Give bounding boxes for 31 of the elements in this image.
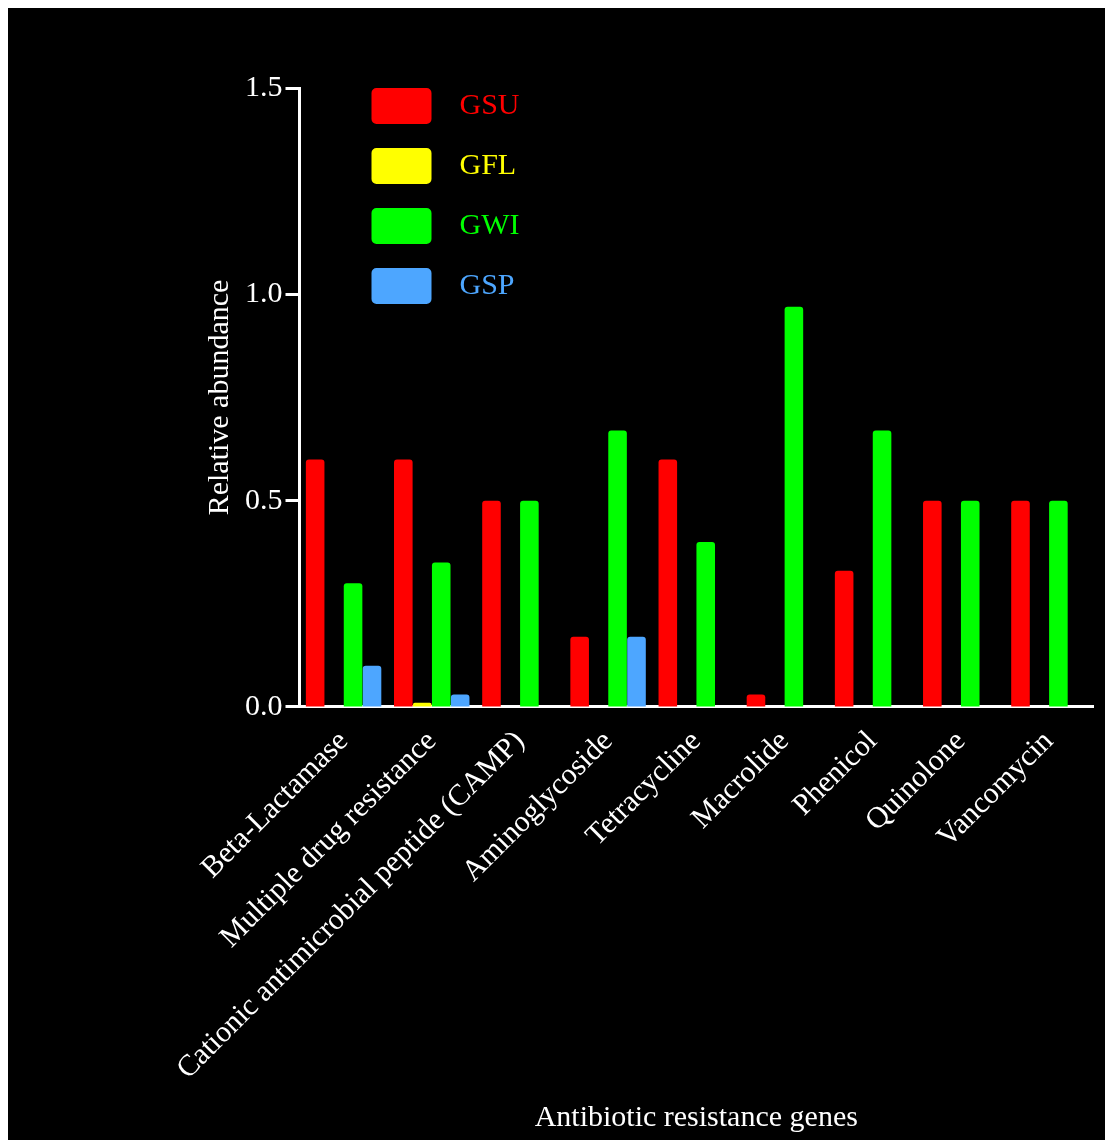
bar xyxy=(570,636,589,707)
bar xyxy=(482,500,501,707)
legend-label: GSU xyxy=(459,86,520,120)
legend-label: GWI xyxy=(459,206,520,240)
bar xyxy=(923,500,942,707)
bar xyxy=(343,583,363,707)
bar xyxy=(394,459,413,707)
bar xyxy=(431,562,451,707)
bar xyxy=(305,459,325,707)
bar xyxy=(520,500,539,707)
bar xyxy=(960,500,980,707)
bar xyxy=(627,636,646,707)
bar xyxy=(784,306,804,707)
bar xyxy=(1011,500,1030,707)
bar xyxy=(608,430,627,707)
bar xyxy=(362,665,382,707)
bar xyxy=(1049,500,1068,707)
y-axis-title: Relative abundance xyxy=(200,279,234,516)
legend-label: GSP xyxy=(459,266,515,300)
bar xyxy=(450,694,470,707)
y-tick-label: 0.0 xyxy=(245,687,283,721)
y-tick-label: 1.5 xyxy=(245,68,283,102)
bar xyxy=(696,541,716,707)
y-tick-label: 0.5 xyxy=(245,481,283,515)
bar xyxy=(872,430,892,707)
bar xyxy=(658,459,678,707)
bar xyxy=(746,694,766,707)
legend-label: GFL xyxy=(459,146,517,180)
y-tick-label: 1.0 xyxy=(245,275,283,309)
x-axis-title: Antibiotic resistance genes xyxy=(534,1098,858,1132)
bar xyxy=(834,570,854,707)
